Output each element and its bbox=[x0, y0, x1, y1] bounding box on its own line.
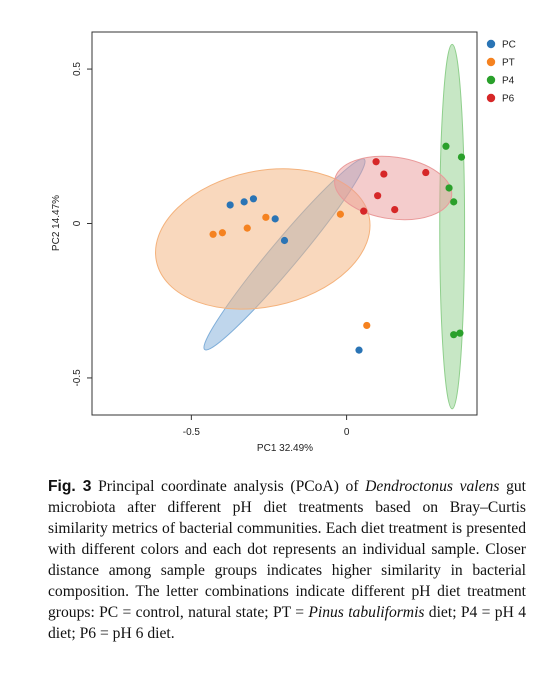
y-axis-title: PC2 14.47% bbox=[51, 195, 62, 251]
y-tick-label: -0.5 bbox=[72, 369, 83, 387]
point-p6-2 bbox=[380, 170, 388, 178]
point-p4-3 bbox=[445, 184, 453, 192]
x-axis-title: PC1 32.49% bbox=[257, 443, 313, 454]
point-p6-6 bbox=[422, 168, 430, 177]
point-p4-2 bbox=[457, 153, 466, 161]
point-p4-5 bbox=[450, 331, 458, 339]
point-p6-3 bbox=[374, 192, 382, 200]
caption-segment-1: Principal coordinate analysis (PCoA) of bbox=[91, 478, 366, 495]
pcoa-figure: -0.5 0 0.50-0.5 PC1 32.49% PC2 14.47% PCP… bbox=[51, 31, 516, 454]
x-tick-label: 0 bbox=[344, 427, 350, 438]
point-pt-4 bbox=[262, 213, 270, 221]
point-pc-6 bbox=[355, 346, 363, 354]
point-pt-2 bbox=[218, 229, 227, 237]
y-tick-label: 0 bbox=[72, 220, 83, 226]
figure-label: Fig. 3 bbox=[48, 478, 92, 495]
point-pt-6 bbox=[363, 321, 371, 330]
x-tick-label: -0.5 bbox=[183, 427, 201, 438]
caption-segment-5: diet; P4 = pH 4 diet; P6 = pH 6 diet. bbox=[48, 604, 526, 642]
point-pt-5 bbox=[336, 210, 344, 218]
legend-label-pc: PC bbox=[502, 40, 516, 51]
caption-segment-2: Dendroctonus valens bbox=[365, 478, 500, 495]
legend-marker-pt bbox=[486, 57, 496, 67]
point-p6-5 bbox=[391, 206, 399, 214]
point-pc-5 bbox=[280, 236, 289, 245]
legend-marker-pc bbox=[486, 39, 496, 49]
point-p4-1 bbox=[442, 142, 450, 150]
y-axis-ticks: 0.5 0 -0.5 bbox=[72, 62, 92, 387]
ellipse-pt bbox=[155, 168, 371, 310]
point-p6-4 bbox=[360, 207, 368, 215]
caption-segment-3: gut microbiota after different pH diet t… bbox=[48, 478, 527, 621]
data-points bbox=[209, 142, 466, 354]
legend: PC PT P4 P6 bbox=[486, 39, 516, 105]
y-tick-label: 0.5 bbox=[72, 62, 83, 76]
legend-marker-p6 bbox=[486, 93, 496, 103]
point-pt-3 bbox=[243, 224, 251, 232]
point-p4-4 bbox=[450, 198, 458, 206]
point-pc-3 bbox=[249, 195, 258, 203]
point-pc-1 bbox=[226, 201, 234, 209]
legend-label-pt: PT bbox=[502, 58, 515, 69]
ellipse-p4 bbox=[439, 43, 466, 410]
legend-label-p6: P6 bbox=[502, 94, 515, 105]
point-pc-2 bbox=[240, 198, 248, 206]
point-p4-6 bbox=[456, 329, 464, 337]
legend-label-p4: P4 bbox=[502, 76, 515, 87]
caption-body: Principal coordinate analysis (PCoA) of … bbox=[48, 478, 526, 642]
figure-caption: Fig. 3 Principal coordinate analysis (PC… bbox=[48, 476, 526, 644]
caption-segment-4: Pinus tabuliformis bbox=[308, 604, 425, 621]
x-axis-ticks: -0.5 0 bbox=[183, 415, 350, 438]
point-pc-4 bbox=[271, 215, 279, 223]
point-pt-1 bbox=[209, 230, 217, 238]
confidence-ellipses bbox=[155, 43, 466, 410]
point-p6-1 bbox=[372, 158, 380, 166]
legend-marker-p4 bbox=[486, 75, 496, 85]
